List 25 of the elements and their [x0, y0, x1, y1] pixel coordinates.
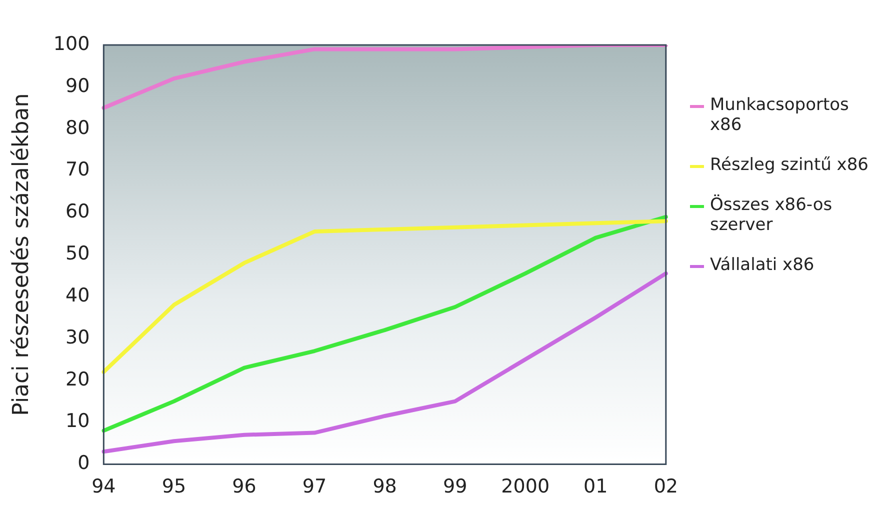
x-tick-label: 98 — [372, 476, 397, 498]
y-tick-label: 100 — [53, 32, 90, 55]
y-tick-label: 40 — [65, 284, 90, 306]
y-tick-label: 70 — [65, 158, 90, 181]
y-axis-title: Piaci részesedés százalékban — [8, 93, 34, 416]
x-tick-label: 02 — [654, 476, 678, 498]
y-tick-label: 80 — [65, 116, 90, 139]
x-tick-label: 95 — [162, 476, 186, 498]
y-tick-label: 20 — [65, 368, 90, 390]
x-tick-label: 99 — [442, 476, 468, 498]
y-tick-label: 60 — [65, 200, 90, 223]
y-tick-label: 90 — [65, 74, 90, 97]
legend-label: Vállalati x86 — [710, 255, 814, 275]
y-tick-label: 30 — [65, 326, 90, 348]
x-tick-label: 2000 — [501, 476, 550, 498]
legend-label: Részleg szintű x86 — [710, 155, 868, 175]
y-tick-label: 10 — [65, 410, 90, 432]
legend-label: Munkacsoportos x86 — [710, 95, 850, 135]
y-tick-label: 50 — [65, 242, 90, 265]
x-tick-label: 96 — [232, 476, 256, 498]
legend-label: Összes x86-os szerver — [710, 195, 834, 235]
x-tick-label: 01 — [584, 476, 608, 498]
x-tick-label: 97 — [302, 476, 327, 498]
x-tick-label: 94 — [92, 476, 116, 498]
y-tick-label: 0 — [78, 452, 90, 474]
